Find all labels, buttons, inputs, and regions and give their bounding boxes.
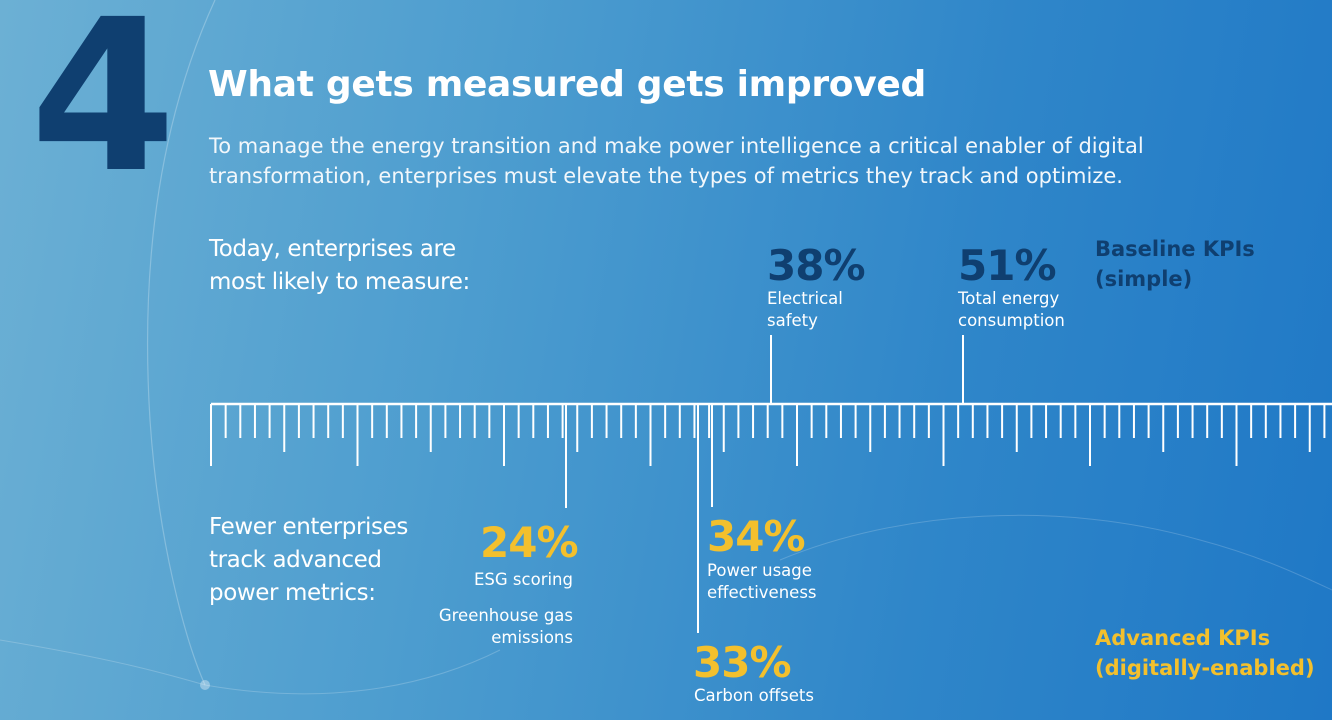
stat-total-energy-caption: Total energy consumption (958, 289, 1065, 330)
stat-esg-value: 24% (480, 518, 579, 567)
page-title: What gets measured gets improved (208, 64, 926, 105)
advanced-lead-text: Fewer enterprises track advanced power m… (209, 514, 408, 606)
stat-electrical-safety-caption: Electrical safety (767, 289, 843, 330)
stat-esg-caption: ESG scoring (474, 570, 573, 589)
intro-text: To manage the energy transition and make… (209, 134, 1144, 188)
stat-pue-caption: Power usage effectiveness (707, 561, 817, 602)
baseline-kpi-label: Baseline KPIs (simple) (1095, 237, 1255, 291)
advanced-kpi-label: Advanced KPIs (digitally-enabled) (1095, 626, 1315, 680)
stat-carbon-offsets-value: 33% (693, 638, 792, 687)
section-number: 4 (30, 0, 176, 219)
stat-carbon-offsets-caption: Carbon offsets (694, 686, 814, 705)
stat-pue-value: 34% (707, 512, 806, 561)
baseline-lead-text: Today, enterprises are most likely to me… (209, 236, 470, 295)
stat-total-energy-value: 51% (958, 241, 1057, 290)
stat-electrical-safety-value: 38% (767, 241, 866, 290)
stat-ghg-caption: Greenhouse gas emissions (438, 606, 573, 647)
